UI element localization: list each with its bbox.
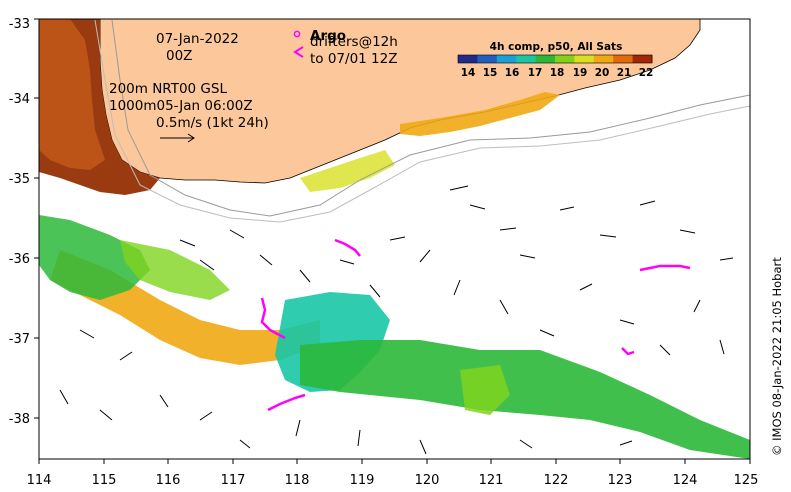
x-tick: 118 <box>285 473 310 488</box>
colorbar-segment <box>555 55 575 63</box>
x-axis-labels: 114 115 116 117 118 119 120 121 122 123 … <box>27 473 759 488</box>
colorbar-tick: 16 <box>505 67 520 79</box>
argo-label: Argo <box>310 28 346 44</box>
x-tick: 121 <box>479 473 504 488</box>
x-tick: 122 <box>544 473 569 488</box>
colorbar-segment <box>574 55 595 63</box>
drifter-label-1: drifters@12h <box>310 34 398 50</box>
colorbar-segment <box>458 55 478 63</box>
date-label: 07-Jan-2022 <box>156 31 239 47</box>
drifter-track-1 <box>334 238 361 257</box>
map-layers <box>39 19 750 459</box>
argo-marker <box>293 30 301 38</box>
sst-lightgreen-west <box>120 240 230 300</box>
drifter-legend-icon <box>293 46 304 58</box>
colorbar-title: 4h comp, p50, All Sats <box>490 41 623 53</box>
scale-label: 0.5m/s (1kt 24h) <box>156 115 269 131</box>
y-tick: -37 <box>9 332 30 347</box>
colorbar-tick: 20 <box>595 67 610 79</box>
colorbar-ticks: 14 15 16 17 18 19 20 21 22 <box>461 67 654 79</box>
colorbar-tick: 22 <box>639 67 654 79</box>
x-tick: 124 <box>673 473 698 488</box>
colorbar-segment <box>593 55 614 63</box>
scale-arrow <box>160 133 195 143</box>
current-vectors <box>59 185 734 455</box>
drifter-track-3 <box>260 297 286 340</box>
hour-label: 00Z <box>166 48 192 64</box>
colorbar-segment <box>516 55 537 63</box>
colorbar-segment <box>632 55 653 63</box>
colorbar-tick: 14 <box>461 67 476 79</box>
sst-coastal-orange <box>39 19 105 170</box>
y-tick: -34 <box>9 92 30 107</box>
x-tick: 114 <box>27 473 52 488</box>
drifter-track-2 <box>639 264 691 272</box>
drifter-track-5 <box>621 347 635 356</box>
colorbar-segment <box>535 55 556 63</box>
colorbar-tick: 19 <box>573 67 588 79</box>
colorbar-segment <box>613 55 634 63</box>
x-tick: 116 <box>156 473 181 488</box>
drifter-label-2: to 07/01 12Z <box>310 51 397 67</box>
y-tick: -38 <box>9 412 30 427</box>
x-tick: 125 <box>734 473 759 488</box>
isobath-1000m-label: 1000m05-Jan 06:00Z <box>109 98 253 114</box>
y-tick: -33 <box>9 17 30 32</box>
colorbar <box>457 54 653 64</box>
sst-green-east <box>300 340 750 459</box>
colorbar-tick: 15 <box>483 67 498 79</box>
x-tick: 119 <box>350 473 375 488</box>
colorbar-segment <box>496 55 517 63</box>
x-tick: 120 <box>415 473 440 488</box>
y-axis-labels: -33 -34 -35 -36 -37 -38 <box>9 17 30 427</box>
sst-shelf-yellow <box>300 150 395 192</box>
colorbar-tick: 17 <box>528 67 543 79</box>
x-tick: 115 <box>92 473 117 488</box>
sst-south-coast-band <box>400 92 560 136</box>
isobath-200m <box>111 19 750 217</box>
x-tick: 117 <box>221 473 246 488</box>
y-tick: -35 <box>9 172 30 187</box>
credit-text: © IMOS 08-Jan-2022 21:05 Hobart <box>770 257 784 456</box>
sst-lightgreen-south <box>460 365 510 415</box>
colorbar-tick: 18 <box>550 67 565 79</box>
colorbar-tick: 21 <box>617 67 632 79</box>
axis-ticks <box>34 18 751 464</box>
colorbar-segment <box>477 55 498 63</box>
isobath-200m-label: 200m NRT00 GSL <box>109 81 227 97</box>
x-tick: 123 <box>608 473 633 488</box>
map-frame <box>38 18 751 460</box>
y-tick: -36 <box>9 252 30 267</box>
sst-green-west <box>39 215 150 300</box>
isobath-1000m <box>94 19 750 223</box>
drifter-track-4 <box>267 393 306 412</box>
colorbar-border <box>457 54 653 64</box>
